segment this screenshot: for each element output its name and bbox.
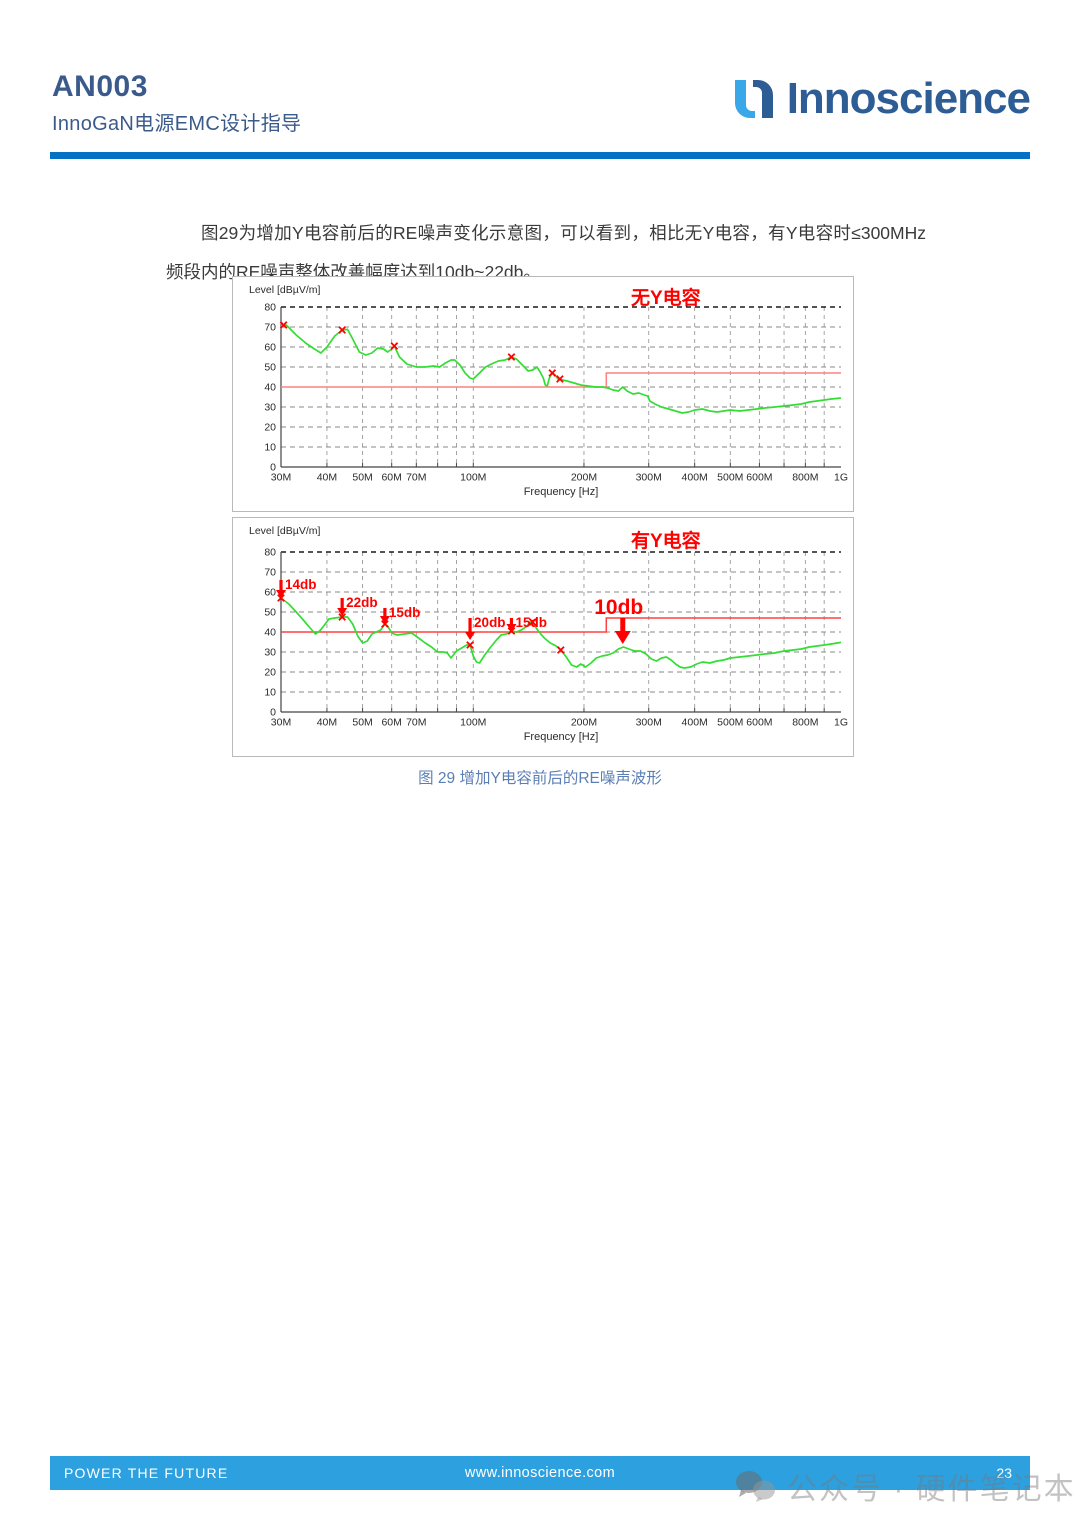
footer-website-url[interactable]: www.innoscience.com bbox=[464, 1465, 616, 1481]
svg-text:40M: 40M bbox=[317, 717, 337, 729]
svg-text:40: 40 bbox=[264, 627, 276, 639]
svg-text:50: 50 bbox=[264, 362, 276, 374]
chart2-y-axis-title: Level [dBµV/m] bbox=[249, 525, 321, 537]
brand-logo: Innoscience bbox=[731, 74, 1031, 123]
svg-text:10: 10 bbox=[264, 442, 276, 454]
svg-text:0: 0 bbox=[270, 707, 276, 719]
page-header: AN003 InnoGaN电源EMC设计指导 Innoscience bbox=[0, 0, 1080, 162]
svg-text:22db: 22db bbox=[346, 595, 378, 610]
svg-text:600M: 600M bbox=[746, 717, 772, 729]
svg-text:30: 30 bbox=[264, 402, 276, 414]
svg-text:100M: 100M bbox=[460, 717, 486, 729]
svg-text:30M: 30M bbox=[271, 472, 291, 484]
brand-wordmark: Innoscience bbox=[786, 74, 1031, 123]
page-number: 23 bbox=[996, 1465, 1012, 1481]
header-title-block: AN003 InnoGaN电源EMC设计指导 bbox=[52, 72, 301, 136]
svg-text:800M: 800M bbox=[792, 472, 818, 484]
svg-text:40M: 40M bbox=[317, 472, 337, 484]
svg-text:80: 80 bbox=[264, 547, 276, 559]
svg-text:60: 60 bbox=[264, 342, 276, 354]
footer-tagline: POWER THE FUTURE bbox=[64, 1465, 229, 1481]
svg-text:60: 60 bbox=[264, 587, 276, 599]
chart1-plot-area: 0 10 20 30 40 50 60 70 80 30M 40M 50M 60M 70M 100M 200M… bbox=[264, 302, 848, 498]
svg-text:Frequency [Hz]: Frequency [Hz] bbox=[524, 731, 599, 743]
svg-text:500M: 500M bbox=[717, 717, 743, 729]
svg-text:70: 70 bbox=[264, 567, 276, 579]
svg-text:1G: 1G bbox=[834, 472, 848, 484]
svg-text:100M: 100M bbox=[460, 472, 486, 484]
svg-text:400M: 400M bbox=[682, 717, 708, 729]
chart-no-y-capacitor: Level [dBµV/m] 无Y电容 0 10 20 30 40 50 60 70 80 30M… bbox=[232, 276, 854, 512]
figure-caption: 图 29 增加Y电容前后的RE噪声波形 bbox=[418, 770, 662, 787]
svg-text:0: 0 bbox=[270, 462, 276, 474]
svg-text:14db: 14db bbox=[285, 577, 317, 592]
svg-text:80: 80 bbox=[264, 302, 276, 314]
svg-text:200M: 200M bbox=[571, 472, 597, 484]
svg-text:1G: 1G bbox=[834, 717, 848, 729]
svg-text:15db: 15db bbox=[389, 605, 421, 620]
svg-text:800M: 800M bbox=[792, 717, 818, 729]
chart-with-y-capacitor: Level [dBµV/m] 有Y电容 0 10 20 30 40 50 60 70 80 30M… bbox=[232, 517, 854, 757]
chart1-title: 无Y电容 bbox=[631, 288, 701, 309]
svg-text:70M: 70M bbox=[406, 472, 426, 484]
svg-text:300M: 300M bbox=[636, 472, 662, 484]
svg-text:60M: 60M bbox=[381, 717, 401, 729]
svg-text:20: 20 bbox=[264, 667, 276, 679]
svg-text:400M: 400M bbox=[682, 472, 708, 484]
svg-text:300M: 300M bbox=[636, 717, 662, 729]
svg-text:200M: 200M bbox=[571, 717, 597, 729]
svg-text:10: 10 bbox=[264, 687, 276, 699]
svg-text:50M: 50M bbox=[352, 472, 372, 484]
svg-text:40: 40 bbox=[264, 382, 276, 394]
header-divider-rule bbox=[50, 152, 1030, 159]
innoscience-logo-mark-icon bbox=[734, 80, 773, 118]
svg-text:600M: 600M bbox=[746, 472, 772, 484]
svg-text:15db: 15db bbox=[515, 615, 547, 630]
chart2-plot-area: 0 10 20 30 40 50 60 70 80 30M 40M 50M 60M 70M 100M 200M… bbox=[264, 547, 848, 743]
chart2-title: 有Y电容 bbox=[631, 531, 701, 552]
svg-text:Frequency [Hz]: Frequency [Hz] bbox=[524, 486, 599, 498]
figure-block: Level [dBµV/m] 无Y电容 0 10 20 30 40 50 60 70 80 30M… bbox=[232, 276, 854, 762]
svg-text:10db: 10db bbox=[594, 596, 643, 619]
svg-text:50M: 50M bbox=[352, 717, 372, 729]
svg-text:70M: 70M bbox=[406, 717, 426, 729]
page-footer: POWER THE FUTURE www.innoscience.com 23 bbox=[50, 1456, 1030, 1490]
chart1-y-axis-title: Level [dBµV/m] bbox=[249, 284, 321, 296]
document-code: AN003 bbox=[52, 70, 148, 103]
svg-text:20: 20 bbox=[264, 422, 276, 434]
svg-text:20db: 20db bbox=[474, 615, 506, 630]
svg-text:50: 50 bbox=[264, 607, 276, 619]
svg-text:70: 70 bbox=[264, 322, 276, 334]
document-subtitle: InnoGaN电源EMC设计指导 bbox=[52, 113, 302, 135]
svg-text:30M: 30M bbox=[271, 717, 291, 729]
svg-text:60M: 60M bbox=[381, 472, 401, 484]
svg-text:500M: 500M bbox=[717, 472, 743, 484]
svg-text:30: 30 bbox=[264, 647, 276, 659]
